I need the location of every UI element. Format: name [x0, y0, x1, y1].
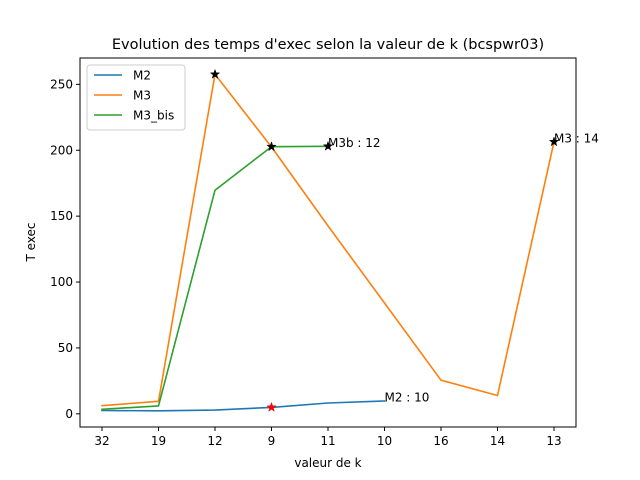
star-marker-m3-bis: [322, 140, 334, 151]
x-tick-label: 10: [377, 434, 392, 448]
y-tick-label: 0: [65, 407, 73, 421]
y-tick-label: 150: [50, 209, 73, 223]
series-line-m2: [101, 400, 386, 412]
series-line-m3-bis: [101, 145, 329, 411]
x-tick-label: 32: [94, 434, 109, 448]
x-tick-label: 16: [433, 434, 448, 448]
plot-lines: [101, 73, 555, 412]
x-tick-label: 13: [546, 434, 561, 448]
series-line-m3: [101, 73, 555, 407]
y-tick-label: 250: [50, 77, 73, 91]
star-marker-m3: [548, 136, 560, 147]
plot-markers: [209, 68, 560, 412]
x-tick-label: 11: [320, 434, 335, 448]
annotation-m2-10: M2 : 10: [385, 391, 430, 405]
legend-label-m3-bis: M3_bis: [133, 109, 174, 123]
y-axis-ticks: 0 50 100 150 200 250: [50, 77, 80, 421]
x-axis-ticks: 32 19 12 9 11 10 16 14 13: [94, 427, 562, 448]
x-tick-label: 14: [490, 434, 505, 448]
y-axis-label: T exec: [24, 222, 38, 262]
x-tick-label: 12: [207, 434, 222, 448]
star-marker-m3-bis: [266, 141, 277, 152]
star-marker-m3: [209, 68, 221, 79]
x-tick-label: 9: [268, 434, 276, 448]
y-tick-label: 100: [50, 275, 73, 289]
x-axis-label: valeur de k: [294, 456, 361, 470]
legend: M2 M3 M3_bis: [86, 64, 186, 131]
x-tick-label: 19: [151, 434, 166, 448]
y-tick-label: 200: [50, 143, 73, 157]
chart-title: Evolution des temps d'exec selon la vale…: [112, 37, 544, 53]
legend-label-m3: M3: [133, 89, 151, 103]
legend-label-m2: M2: [133, 69, 151, 83]
star-marker-m2: [266, 401, 277, 412]
annotation-m3b-12: M3b : 12: [328, 136, 381, 150]
legend-frame: [86, 64, 186, 131]
y-tick-label: 50: [58, 341, 73, 355]
